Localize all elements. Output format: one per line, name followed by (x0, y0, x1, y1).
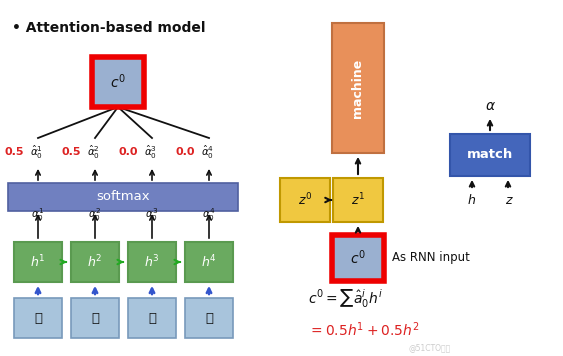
Text: $h^2$: $h^2$ (87, 254, 103, 270)
Text: @51CTO博客: @51CTO博客 (409, 344, 451, 352)
Text: $\alpha_0^3$: $\alpha_0^3$ (145, 206, 159, 224)
Bar (185, 298, 233, 338)
Text: $\hat{\alpha}_0^4$: $\hat{\alpha}_0^4$ (201, 143, 214, 161)
Text: h: h (468, 194, 476, 206)
Text: $\alpha$: $\alpha$ (485, 99, 495, 113)
Text: As RNN input: As RNN input (392, 251, 470, 265)
Text: 0.0: 0.0 (118, 147, 138, 157)
Text: match: match (467, 148, 513, 162)
Text: $z^0$: $z^0$ (298, 192, 312, 208)
Bar (450, 134, 530, 176)
Text: 0.0: 0.0 (176, 147, 195, 157)
Bar (128, 298, 176, 338)
Text: $c^0$: $c^0$ (110, 73, 126, 91)
Bar (128, 242, 176, 282)
Text: 機: 機 (34, 312, 42, 325)
Text: $\hat{\alpha}_0^2$: $\hat{\alpha}_0^2$ (87, 143, 100, 161)
Text: 器: 器 (91, 312, 99, 325)
Text: 習: 習 (205, 312, 213, 325)
Text: machine: machine (351, 58, 364, 117)
Text: $\alpha_0^2$: $\alpha_0^2$ (88, 206, 101, 224)
Bar (332, 23, 384, 153)
Text: 0.5: 0.5 (61, 147, 81, 157)
Bar (71, 298, 119, 338)
Text: $\hat{\alpha}_0^1$: $\hat{\alpha}_0^1$ (30, 143, 43, 161)
Bar (92, 57, 144, 107)
Text: $z^1$: $z^1$ (351, 192, 365, 208)
Bar (333, 178, 383, 222)
Text: $= 0.5h^1 + 0.5h^2$: $= 0.5h^1 + 0.5h^2$ (308, 321, 420, 339)
Text: $c^0 = \sum \hat{a}_0^i h^i$: $c^0 = \sum \hat{a}_0^i h^i$ (308, 287, 383, 309)
Text: $h^4$: $h^4$ (201, 254, 217, 270)
Text: $\alpha_0^4$: $\alpha_0^4$ (202, 206, 216, 224)
Text: softmax: softmax (96, 190, 150, 204)
Bar (14, 242, 62, 282)
Text: $c^0$: $c^0$ (350, 249, 366, 267)
Bar (332, 235, 384, 281)
Text: $\alpha_0^1$: $\alpha_0^1$ (32, 206, 44, 224)
Bar (71, 242, 119, 282)
Bar (14, 298, 62, 338)
Bar (185, 242, 233, 282)
Bar (8, 183, 238, 211)
Text: $h^3$: $h^3$ (144, 254, 160, 270)
Text: $\hat{\alpha}_0^3$: $\hat{\alpha}_0^3$ (144, 143, 157, 161)
Text: $h^1$: $h^1$ (30, 254, 46, 270)
Bar (280, 178, 330, 222)
Text: • Attention-based model: • Attention-based model (12, 21, 205, 35)
Text: 0.5: 0.5 (5, 147, 24, 157)
Text: 學: 學 (148, 312, 156, 325)
Text: z: z (505, 194, 511, 206)
